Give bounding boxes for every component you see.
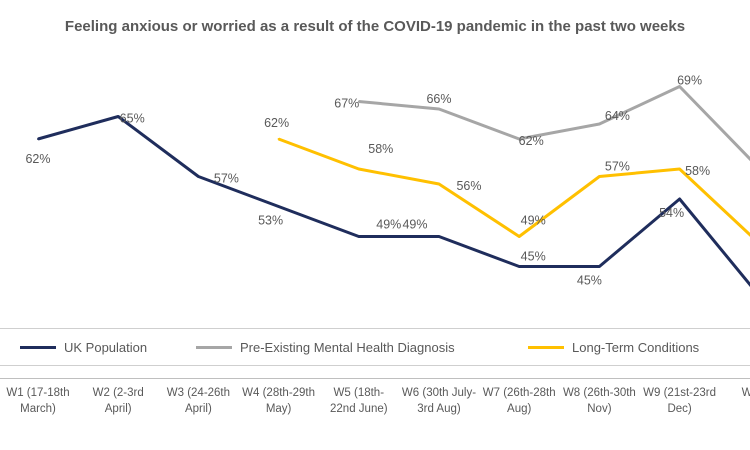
x-tick-label: W6 (30th July-3rd Aug) xyxy=(401,387,477,415)
series-line-long-term-conditions xyxy=(278,137,750,238)
x-tick-label: W4 (28th-29th May) xyxy=(242,387,316,415)
data-label-uk-population: 45% xyxy=(521,250,546,264)
data-point-uk-population xyxy=(197,175,200,178)
x-tick-label: W8 (26th-30th Nov) xyxy=(562,387,636,415)
data-point-pre-existing-mental-health-diagnosis xyxy=(518,138,521,140)
data-label-long-term-conditions: 57% xyxy=(605,160,630,174)
data-point-pre-existing-mental-health-diagnosis xyxy=(438,108,440,110)
data-label-pre-existing-mental-health-diagnosis: 62% xyxy=(519,134,544,148)
data-label-pre-existing-mental-health-diagnosis: 69% xyxy=(677,74,702,88)
legend: UK Population Pre-Existing Mental Health … xyxy=(0,328,750,366)
data-point-uk-population xyxy=(277,205,280,208)
x-tick-label: W1 (17-18th March) xyxy=(6,387,70,415)
data-point-uk-population xyxy=(678,198,681,200)
legend-swatch xyxy=(196,345,232,349)
data-label-long-term-conditions: 62% xyxy=(264,116,289,130)
data-label-uk-population: 57% xyxy=(214,172,239,186)
plot-area: 62%65%57%53% 49% 49%45%45%54%67% 66%62%64%6… xyxy=(25,74,750,288)
data-point-pre-existing-mental-health-diagnosis xyxy=(357,100,360,103)
data-point-long-term-conditions xyxy=(277,138,280,140)
data-point-uk-population xyxy=(438,235,440,238)
x-axis: W1 (17-18th March) W2 (2-3rd April) W3 (24… xyxy=(0,378,750,449)
data-label-uk-population: 53% xyxy=(258,214,283,228)
data-point-pre-existing-mental-health-diagnosis xyxy=(678,85,681,88)
data-point-long-term-conditions xyxy=(438,183,440,185)
x-tick-label: W7 (26th-28th Aug) xyxy=(482,387,556,415)
data-label-pre-existing-mental-health-diagnosis: 66% xyxy=(426,92,451,106)
data-label-uk-population: 45% xyxy=(577,274,602,288)
data-point-uk-population xyxy=(357,235,360,238)
legend-label: Long-Term Conditions xyxy=(572,339,700,355)
data-label-pre-existing-mental-health-diagnosis: 64% xyxy=(605,109,630,123)
x-tick-label: W3 (24-26th April) xyxy=(166,387,231,415)
data-point-long-term-conditions xyxy=(678,168,681,170)
x-tick-label: W5 (18th-22nd June) xyxy=(330,387,388,415)
data-point-uk-population xyxy=(117,115,120,118)
data-point-long-term-conditions xyxy=(357,168,360,170)
data-point-long-term-conditions xyxy=(598,175,601,178)
data-label-pre-existing-mental-health-diagnosis: 67% xyxy=(334,97,359,111)
legend-label: UK Population xyxy=(64,339,148,355)
legend-swatch xyxy=(20,345,56,349)
data-label-uk-population: 62% xyxy=(25,152,50,166)
data-label-uk-population: 49% xyxy=(402,218,427,232)
series-line-uk-population xyxy=(37,115,750,287)
series-line-pre-existing-mental-health-diagnosis xyxy=(358,85,750,162)
data-label-uk-population: 65% xyxy=(120,112,145,126)
data-point-long-term-conditions xyxy=(518,235,521,238)
legend-item-long-term-conditions: Long-Term Conditions xyxy=(528,329,699,365)
chart-title: Feeling anxious or worried as a result o… xyxy=(64,18,686,35)
data-label-long-term-conditions: 49% xyxy=(521,214,546,228)
data-point-uk-population xyxy=(518,265,521,268)
legend-label: Pre-Existing Mental Health Diagnosis xyxy=(240,339,455,355)
data-label-long-term-conditions: 58% xyxy=(685,164,710,178)
x-tick-label: W9 (21st-23rd Dec) xyxy=(643,387,717,415)
data-label-long-term-conditions: 56% xyxy=(456,179,481,193)
legend-swatch xyxy=(528,345,564,349)
legend-item-uk-population: UK Population xyxy=(20,329,147,365)
x-tick-label: W2 (2-3rd April) xyxy=(92,387,144,415)
data-point-uk-population xyxy=(598,265,601,268)
data-label-uk-population: 49% xyxy=(376,218,401,232)
data-point-uk-population xyxy=(37,138,39,140)
x-tick-label: W1 26t xyxy=(741,387,750,399)
data-label-uk-population: 54% xyxy=(659,206,684,220)
data-point-pre-existing-mental-health-diagnosis xyxy=(598,123,601,125)
data-label-long-term-conditions: 58% xyxy=(368,142,393,156)
legend-item-pre-existing-mental-health-diagnosis: Pre-Existing Mental Health Diagnosis xyxy=(196,329,455,365)
